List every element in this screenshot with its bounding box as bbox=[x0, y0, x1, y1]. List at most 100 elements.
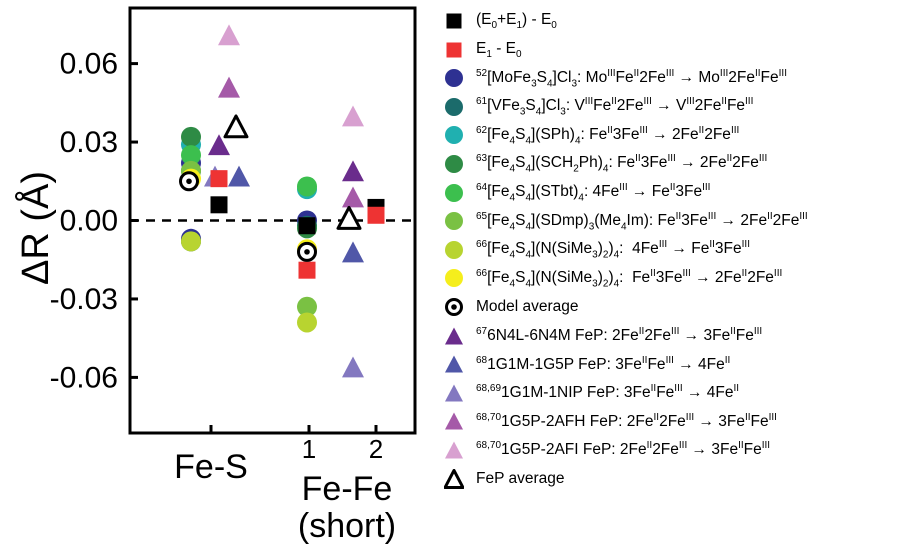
point-series-0-1 bbox=[298, 217, 316, 235]
x-label-fe-fe: Fe-Fe bbox=[302, 470, 393, 508]
point-series-10-1 bbox=[297, 241, 317, 262]
point-series-10-0 bbox=[179, 171, 199, 192]
legend-label: 52[MoFe3S4]Cl3: MoIIIFeII2FeIII → MoIII2… bbox=[476, 67, 787, 89]
axes: 0.06 0.03 0.00 -0.03 -0.06 bbox=[50, 6, 417, 435]
legend-marker bbox=[444, 468, 464, 489]
y-tick-label: -0.03 bbox=[50, 283, 118, 316]
legend-marker bbox=[445, 212, 463, 231]
legend-item: 64[Fe4S4](STbt)4: 4FeIII → FeII3FeIII bbox=[444, 178, 710, 208]
legend-marker bbox=[445, 155, 463, 173]
legend-marker bbox=[445, 327, 463, 345]
legend-marker bbox=[445, 412, 463, 430]
legend-label: Model average bbox=[476, 298, 579, 315]
legend-marker bbox=[445, 183, 463, 202]
point-series-8-0 bbox=[181, 231, 201, 252]
legend-item: 676N4L-6N4M FeP: 2FeII2FeIII → 3FeIIFeII… bbox=[444, 321, 762, 351]
legend-marker bbox=[445, 97, 463, 116]
axis-labels: ΔR (Å) Fe-S 1 2 Fe-Fe (short) bbox=[13, 171, 396, 544]
point-series-0-0 bbox=[210, 196, 228, 214]
data-marks bbox=[179, 24, 385, 378]
point-series-10-0-dot bbox=[186, 178, 192, 185]
legend-marker bbox=[445, 298, 463, 316]
legend-symbol bbox=[445, 384, 463, 402]
point-series-6-1 bbox=[297, 176, 317, 197]
point-series-16-0 bbox=[223, 114, 249, 139]
legend-item: 61[VFe3S4]Cl3: VIIIFeII2FeIII → VIII2FeI… bbox=[444, 92, 753, 122]
point-series-6-0 bbox=[181, 145, 201, 166]
point-series-1-2 bbox=[367, 206, 385, 224]
point-series-1-1 bbox=[298, 261, 316, 279]
legend-label: E1 - E0 bbox=[476, 39, 522, 60]
legend-symbol bbox=[445, 355, 463, 373]
y-tick-label: -0.06 bbox=[50, 361, 118, 394]
legend-marker bbox=[445, 355, 463, 373]
legend-marker bbox=[445, 269, 463, 288]
x-tick-2: 2 bbox=[369, 434, 383, 464]
legend-label: 68,691G1M-1NIP FeP: 3FeIIFeIII → 4FeII bbox=[476, 383, 740, 402]
legend-symbol bbox=[445, 298, 463, 316]
legend-label: 61[VFe3S4]Cl3: VIIIFeII2FeIII → VIII2FeI… bbox=[476, 96, 754, 118]
legend-symbol bbox=[445, 183, 463, 202]
legend-symbol bbox=[445, 212, 463, 231]
legend-marker bbox=[445, 240, 463, 259]
legend-item: 68,701G5P-2AFH FeP: 2FeII2FeIII → 3FeIIF… bbox=[444, 406, 777, 436]
legend-marker bbox=[446, 13, 462, 29]
legend-marker bbox=[445, 384, 463, 402]
legend-item: (E0+E1) - E0 bbox=[444, 6, 557, 36]
point-series-15-1 bbox=[342, 105, 364, 127]
legend-label: 66[Fe4S4](N(SiMe3)2)4: FeII3FeIII → 2FeI… bbox=[476, 267, 783, 290]
x-sublabel-short: (short) bbox=[298, 507, 396, 544]
legend-marker bbox=[445, 126, 463, 145]
legend-item: E1 - E0 bbox=[444, 35, 522, 65]
legend-symbol bbox=[445, 155, 463, 173]
point-series-13-1 bbox=[342, 356, 364, 378]
legend-label: 68,701G5P-2AFI FeP: 2FeII2FeIII → 3FeIIF… bbox=[476, 440, 771, 459]
legend-item: 62[Fe4S4](SPh)4: FeII3FeIII → 2FeII2FeII… bbox=[444, 120, 739, 150]
legend-label: 62[Fe4S4](SPh)4: FeII3FeIII → 2FeII2FeII… bbox=[476, 124, 740, 147]
legend-symbol bbox=[445, 327, 463, 345]
legend-marker bbox=[445, 441, 463, 459]
legend-label: 66[Fe4S4](N(SiMe3)2)4: 4FeIII → FeII3FeI… bbox=[476, 239, 750, 261]
y-axis-label: ΔR (Å) bbox=[13, 171, 57, 285]
point-series-11-0 bbox=[208, 134, 230, 156]
legend-marker bbox=[446, 42, 462, 58]
point-series-12-1 bbox=[342, 241, 364, 263]
point-series-15-0 bbox=[218, 24, 240, 46]
legend-symbol bbox=[445, 240, 463, 259]
y-tick-label: 0.06 bbox=[60, 48, 118, 81]
legend-item: 66[Fe4S4](N(SiMe3)2)4: FeII3FeIII → 2FeI… bbox=[444, 263, 782, 293]
legend-item: 63[Fe4S4](SCH2Ph)4: FeII3FeIII → 2FeII2F… bbox=[444, 149, 767, 179]
legend-symbol bbox=[445, 126, 463, 145]
legend-item: Model average bbox=[444, 292, 579, 322]
legend-symbol bbox=[445, 269, 463, 288]
legend-symbol bbox=[446, 42, 462, 58]
legend-marker bbox=[445, 69, 463, 88]
point-series-1-0 bbox=[210, 170, 228, 188]
point-series-10-1-dot bbox=[304, 249, 310, 255]
point-series-11-1 bbox=[342, 160, 364, 182]
x-label-fe-s: Fe-S bbox=[174, 448, 248, 486]
point-series-16-1 bbox=[336, 205, 362, 230]
legend-label: 68,701G5P-2AFH FeP: 2FeII2FeIII → 3FeIIF… bbox=[476, 411, 777, 430]
point-series-12-0 bbox=[228, 165, 250, 187]
legend-symbol bbox=[445, 69, 463, 88]
legend-label: 63[Fe4S4](SCH2Ph)4: FeII3FeIII → 2FeII2F… bbox=[476, 153, 768, 175]
legend-item: 66[Fe4S4](N(SiMe3)2)4: 4FeIII → FeII3FeI… bbox=[444, 235, 750, 265]
legend-symbol bbox=[445, 97, 463, 116]
legend-label: 676N4L-6N4M FeP: 2FeII2FeIII → 3FeIIFeII… bbox=[476, 326, 763, 345]
y-tick-label: 0.03 bbox=[60, 126, 118, 159]
legend-marker-dot bbox=[451, 304, 457, 310]
legend-label: 65[Fe4S4](SDmp)3(Me4Im): FeII3FeIII → 2F… bbox=[476, 210, 808, 232]
x-tick-1: 1 bbox=[302, 434, 316, 464]
legend-label: (E0+E1) - E0 bbox=[476, 10, 557, 32]
y-tick-label: 0.00 bbox=[60, 205, 118, 238]
point-series-14-0 bbox=[218, 76, 240, 98]
legend-item: 68,701G5P-2AFI FeP: 2FeII2FeIII → 3FeIIF… bbox=[444, 435, 770, 465]
legend-symbol bbox=[445, 412, 463, 430]
point-series-8-1 bbox=[297, 312, 317, 333]
legend-label: FeP average bbox=[476, 469, 565, 487]
point-series-14-1 bbox=[342, 186, 364, 208]
point-series-5-0 bbox=[181, 126, 201, 147]
legend-item: FeP average bbox=[444, 464, 564, 494]
